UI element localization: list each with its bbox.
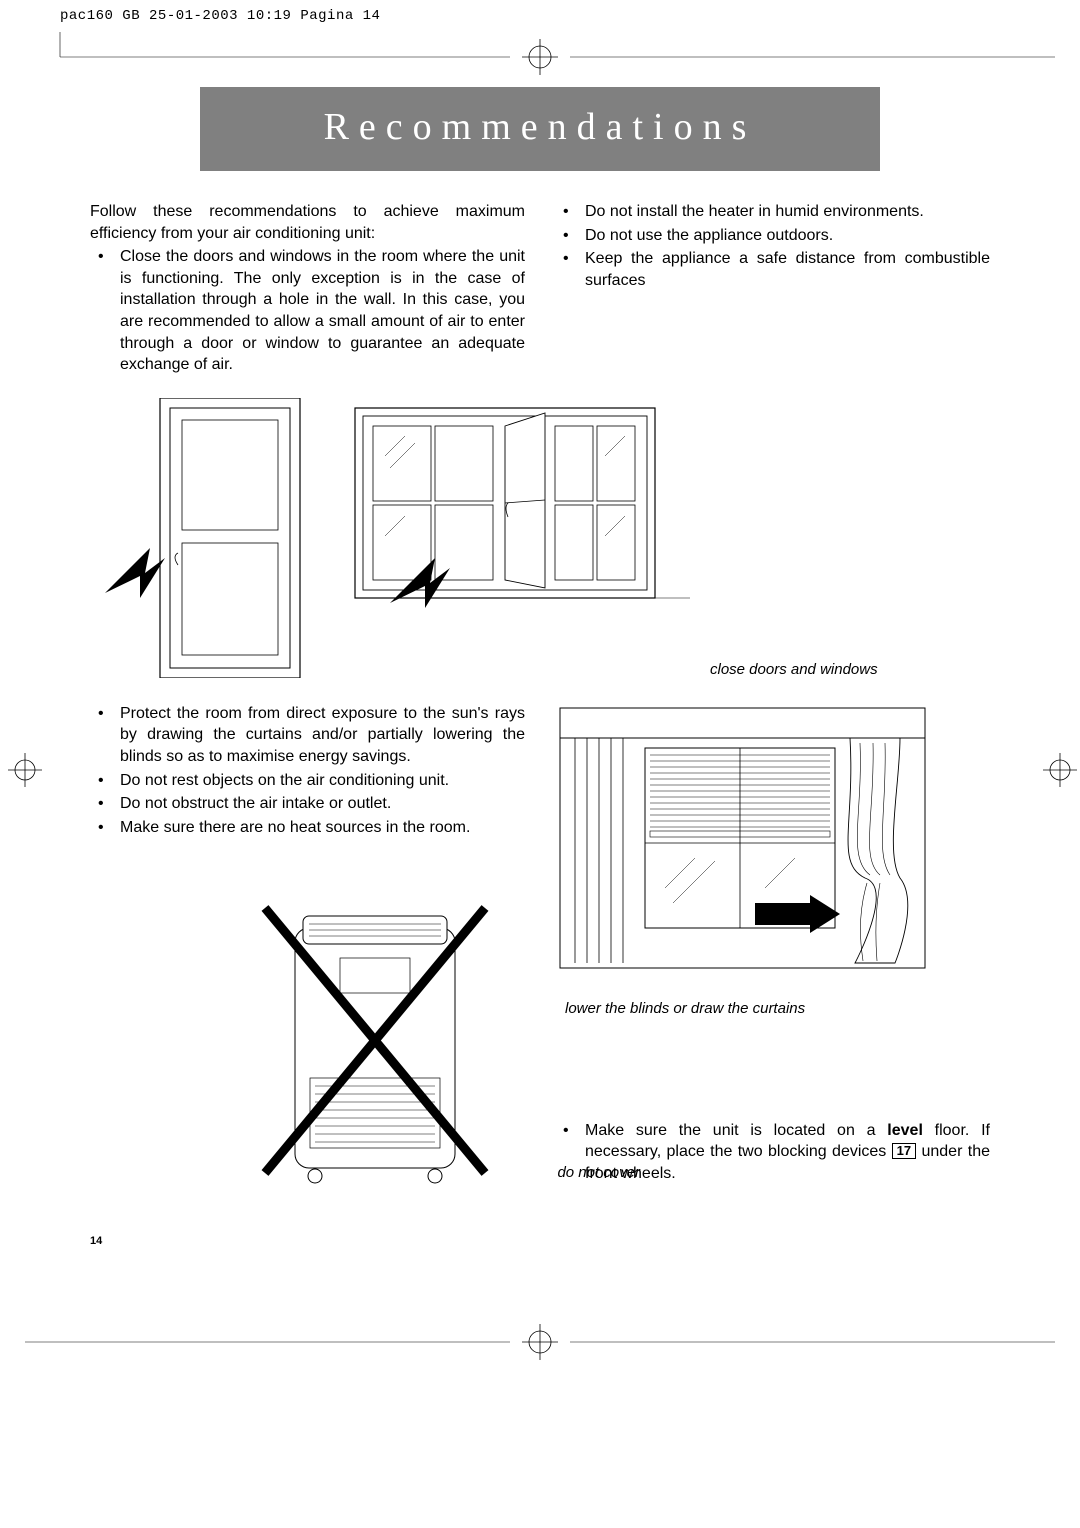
text-fragment: Make sure the unit is located on a	[585, 1122, 887, 1139]
bullet-item: Do not install the heater in humid envir…	[555, 201, 990, 223]
figure-doors-windows: close doors and windows	[90, 398, 990, 678]
bullet-item-level: Make sure the unit is located on a level…	[555, 1120, 990, 1185]
text-bold: level	[887, 1122, 923, 1139]
bullet-item: Close the doors and windows in the room …	[90, 246, 525, 376]
bullet-item: Keep the appliance a safe distance from …	[555, 248, 990, 291]
registration-mark-bottom	[0, 1317, 1080, 1372]
crop-mark-icon	[0, 32, 1080, 82]
crop-mark-bottom-icon	[0, 1317, 1080, 1367]
bullet-list-left-1: Close the doors and windows in the room …	[90, 246, 525, 376]
intro-column-right: Do not install the heater in humid envir…	[555, 201, 990, 378]
level-floor-block: Make sure the unit is located on a level…	[555, 1120, 990, 1185]
registration-mark-right	[1040, 750, 1080, 790]
ac-unit-illustration	[235, 898, 525, 1188]
bullet-list-right-1: Do not install the heater in humid envir…	[555, 201, 990, 291]
bullet-list-left-2: Protect the room from direct exposure to…	[90, 703, 525, 839]
registration-mark-left	[5, 750, 45, 790]
page-title: Recommendations	[200, 105, 880, 149]
caption-doors-windows: close doors and windows	[710, 661, 878, 678]
intro-column-left: Follow these recommendations to achieve …	[90, 201, 525, 378]
lower-right-column: lower the blinds or draw the curtains Ma…	[555, 703, 990, 1195]
print-meta-header: pac160 GB 25-01-2003 10:19 Pagina 14	[0, 0, 1080, 32]
intro-text: Follow these recommendations to achieve …	[90, 201, 525, 244]
curtain-illustration	[555, 703, 935, 983]
bullet-item: Protect the room from direct exposure to…	[90, 703, 525, 768]
lower-left-column: Protect the room from direct exposure to…	[90, 703, 525, 1195]
bullet-item: Do not use the appliance outdoors.	[555, 225, 990, 247]
registration-mark-top	[0, 32, 1080, 87]
door-window-illustration	[90, 398, 690, 678]
page-number: 14	[90, 1235, 990, 1247]
bullet-item: Do not rest objects on the air condition…	[90, 770, 525, 792]
bullet-item: Make sure there are no heat sources in t…	[90, 817, 525, 839]
title-banner: Recommendations	[200, 87, 880, 171]
figure-ac-unit: do not cover	[90, 898, 525, 1195]
bullet-item: Do not obstruct the air intake or outlet…	[90, 793, 525, 815]
reference-number-box: 17	[892, 1143, 916, 1159]
caption-curtains: lower the blinds or draw the curtains	[565, 999, 990, 1019]
